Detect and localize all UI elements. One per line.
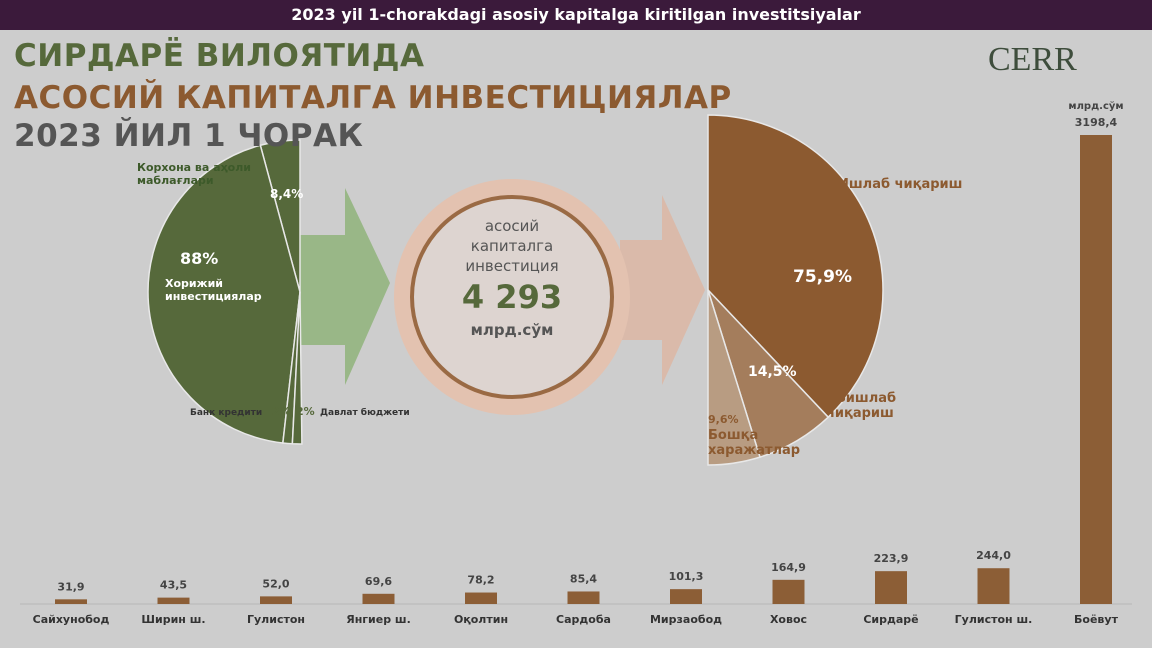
logo: CERR — [988, 41, 1077, 78]
slice-label: 9,6% — [708, 413, 739, 426]
slice-label: 8,4% — [270, 187, 304, 201]
value-label: 52,0 — [262, 577, 289, 590]
arrow — [300, 188, 390, 385]
value-label: 69,6 — [365, 575, 392, 588]
category-label: Мирзаобод — [650, 613, 722, 626]
value-label: 78,2 — [467, 574, 494, 587]
slice-label: 75,9% — [793, 267, 852, 287]
slice-label: 2% — [272, 405, 291, 418]
slice-label: 88% — [180, 249, 219, 268]
value-label: 164,9 — [771, 561, 806, 574]
value-label: 223,9 — [874, 552, 909, 565]
title: АСОСИЙ КАПИТАЛГА ИНВЕСТИЦИЯЛАР — [14, 80, 732, 116]
pie-slice — [707, 114, 884, 419]
category-label: Гулистон — [247, 613, 305, 626]
slice-name: Корхона ва аҳоли маблағлари — [137, 161, 251, 187]
category-label: Ховос — [770, 613, 807, 626]
ring-inner — [410, 195, 614, 399]
value-label: 244,0 — [976, 549, 1011, 562]
value-label: 31,9 — [57, 580, 84, 593]
slice-name: Давлат бюджети — [320, 408, 410, 418]
slice-label: 14,5% — [748, 364, 797, 380]
bar — [157, 597, 190, 604]
category-label: Сирдарё — [863, 613, 918, 626]
category-label: Оқолтин — [454, 613, 508, 626]
value-label: 43,5 — [160, 579, 187, 592]
slice-name: Банк кредити — [190, 408, 263, 418]
bar — [465, 592, 497, 604]
slice-label: 2% — [296, 405, 315, 418]
title: 2023 ЙИЛ 1 ЧОРАК — [14, 118, 364, 154]
slice-name: Ноишлаб чиқариш — [826, 391, 897, 421]
center-unit: млрд.сўм — [470, 321, 554, 339]
center-value: 4 293 — [461, 278, 563, 316]
center-line: асосий — [484, 217, 540, 235]
center-line: капиталга — [470, 237, 554, 255]
pie-slice — [147, 144, 301, 444]
category-label: Боёвут — [1074, 613, 1119, 626]
category-label: Ширин ш. — [141, 613, 205, 626]
title: СИРДАРЁ ВИЛОЯТИДА — [14, 38, 425, 74]
slice-name: Ишлаб чиқариш — [838, 177, 963, 192]
slice-name: Хорижий инвестициялар — [165, 277, 262, 303]
bar — [977, 568, 1010, 604]
value-label: 3198,4 — [1075, 116, 1118, 129]
bar — [260, 596, 292, 604]
arrow — [620, 195, 705, 385]
bar — [1080, 135, 1112, 604]
bar — [55, 599, 87, 604]
pie-slice — [291, 291, 303, 445]
category-label: Сайхунобод — [33, 613, 110, 626]
category-label: Сардоба — [556, 613, 611, 626]
slice-name: Бошқа харажатлар — [708, 428, 801, 458]
bar — [567, 591, 600, 604]
bar — [772, 579, 805, 604]
bar — [362, 593, 395, 604]
unit-label: млрд.сўм — [1068, 100, 1123, 112]
value-label: 101,3 — [669, 570, 704, 583]
category-label: Гулистон ш. — [955, 613, 1033, 626]
pie-slice — [707, 289, 761, 466]
bar — [875, 571, 907, 604]
category-label: Янгиер ш. — [346, 613, 411, 626]
value-label: 85,4 — [570, 572, 597, 585]
center-line: инвестиция — [465, 257, 559, 275]
banner: 2023 yil 1-chorakdagi asosiy kapitalga k… — [0, 0, 1152, 30]
bar — [670, 589, 702, 604]
